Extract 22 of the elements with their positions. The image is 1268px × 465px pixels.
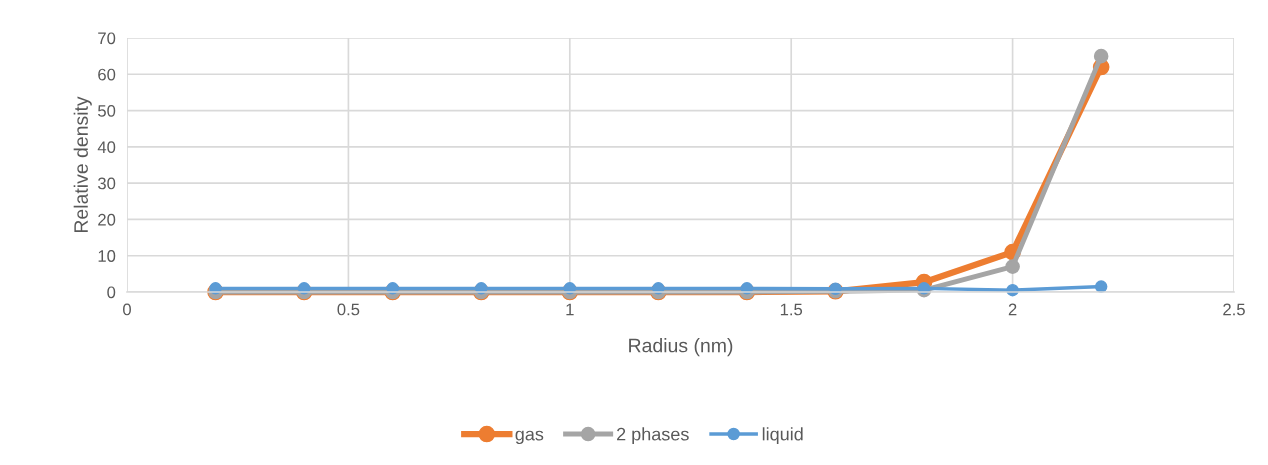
legend-label: liquid: [762, 427, 803, 445]
x-tick-label: 0.5: [337, 303, 360, 316]
y-tick-label: 60: [98, 68, 116, 81]
y-tick-label: 70: [98, 32, 116, 45]
point: [1005, 259, 1020, 274]
x-axis-title: Radius (nm): [629, 338, 733, 357]
y-tick-label: 10: [98, 250, 116, 262]
legend-label: gas: [515, 430, 544, 445]
point: [1093, 48, 1109, 64]
y-tick-label: 30: [97, 177, 116, 190]
legend-label: 2 phases: [617, 427, 689, 445]
x-tick-label: 0: [123, 303, 131, 316]
y-tick-label: 0: [107, 286, 116, 299]
y-tick-label: 40: [97, 141, 116, 154]
x-tick-label: 1: [566, 303, 574, 316]
x-tick-label: 2: [1008, 303, 1017, 316]
x-tick-label: 1.5: [780, 303, 803, 316]
point: [1094, 280, 1108, 293]
y-tick-label: 50: [98, 104, 116, 117]
y-tick-label: 20: [98, 213, 116, 226]
y-axis-title: Relative density: [73, 96, 92, 233]
x-tick-label: 2.5: [1223, 303, 1245, 316]
